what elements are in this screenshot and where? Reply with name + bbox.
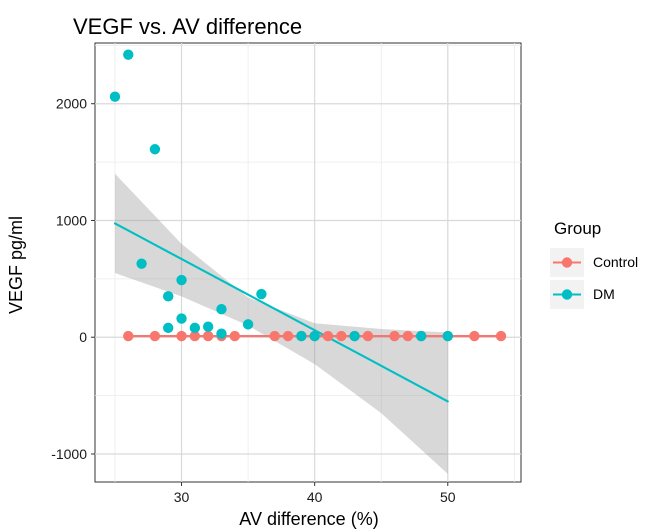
dm-point <box>176 275 186 285</box>
control-point <box>403 331 413 341</box>
legend-label-dm: DM <box>593 286 615 302</box>
control-point <box>496 331 506 341</box>
y-tick-label: 2000 <box>56 96 87 112</box>
dm-point <box>216 329 226 339</box>
y-axis-title: VEGF pg/ml <box>6 216 26 314</box>
control-point <box>270 331 280 341</box>
control-point <box>336 331 346 341</box>
control-point <box>323 331 333 341</box>
dm-point <box>243 319 253 329</box>
dm-point <box>349 331 359 341</box>
x-tick-label: 50 <box>440 489 456 505</box>
control-point <box>469 331 479 341</box>
dm-point <box>163 323 173 333</box>
legend-marker-dm <box>562 289 572 299</box>
control-point <box>363 331 373 341</box>
dm-point <box>110 92 120 102</box>
x-tick-label: 40 <box>307 489 323 505</box>
control-point <box>230 331 240 341</box>
control-point <box>389 331 399 341</box>
legend: Group Control DM <box>550 219 638 309</box>
legend-title: Group <box>554 219 601 238</box>
dm-point <box>416 331 426 341</box>
dm-point <box>256 289 266 299</box>
y-tick-label: 1000 <box>56 212 87 228</box>
legend-items: Control DM <box>550 248 638 309</box>
dm-point <box>443 331 453 341</box>
y-tick-label: -1000 <box>51 446 87 462</box>
legend-marker-control <box>562 257 572 267</box>
x-tick-label: 30 <box>174 489 190 505</box>
control-point <box>123 331 133 341</box>
control-point <box>203 331 213 341</box>
chart-title: VEGF vs. AV difference <box>73 14 302 39</box>
dm-point <box>150 144 160 154</box>
dm-point <box>163 291 173 301</box>
dm-point <box>296 331 306 341</box>
dm-point <box>136 258 146 268</box>
control-point <box>176 331 186 341</box>
dm-point <box>309 331 319 341</box>
y-tick-label: 0 <box>79 329 87 345</box>
x-axis-title: AV difference (%) <box>239 509 378 529</box>
legend-label-control: Control <box>593 254 638 270</box>
dm-point <box>203 322 213 332</box>
control-point <box>150 331 160 341</box>
dm-point <box>190 323 200 333</box>
dm-point <box>176 313 186 323</box>
dm-point <box>123 49 133 59</box>
control-point <box>283 331 293 341</box>
dm-point <box>216 304 226 314</box>
